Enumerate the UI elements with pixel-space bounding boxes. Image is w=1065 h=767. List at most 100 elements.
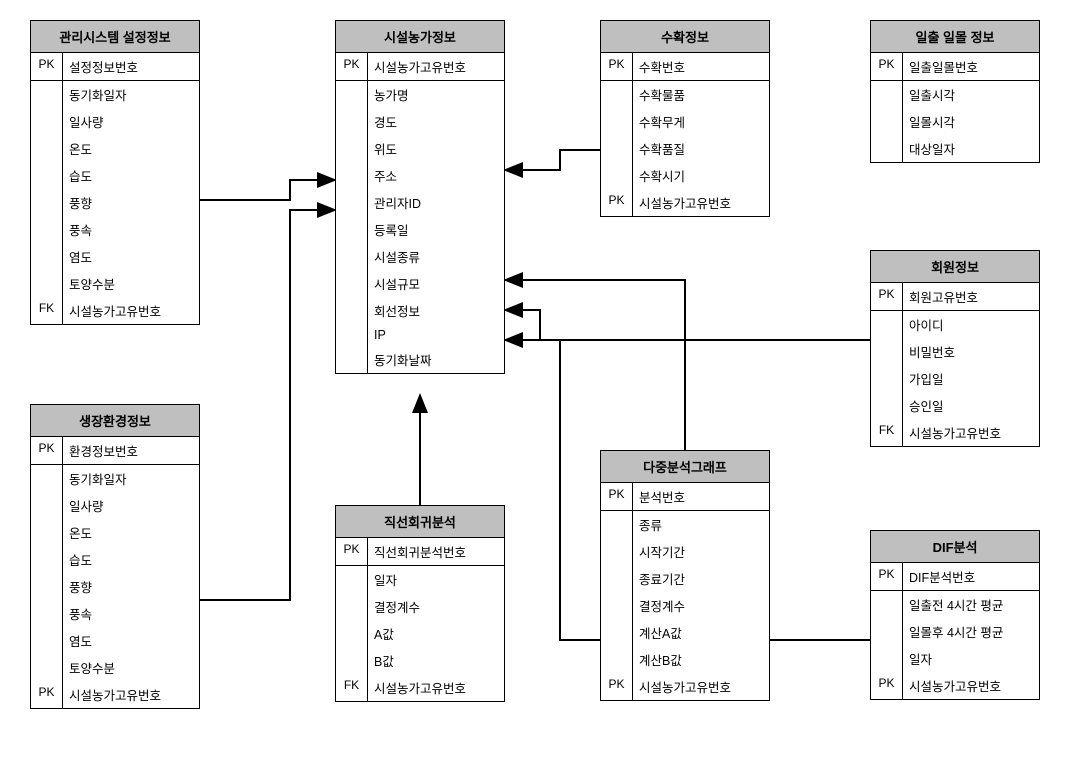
key-cell — [31, 546, 63, 573]
entity-row: 등록일 — [336, 216, 504, 243]
attr-cell: 일몰후 4시간 평균 — [903, 618, 1039, 645]
entity-sun: 일출 일몰 정보PK일출일몰번호일출시각일몰시각대상일자 — [870, 20, 1040, 163]
entity-row: 관리자ID — [336, 189, 504, 216]
entity-row: 토양수분 — [31, 654, 199, 681]
entity-row: IP — [336, 324, 504, 346]
key-cell — [871, 591, 903, 618]
key-cell — [31, 627, 63, 654]
entity-row: 결정계수 — [601, 592, 769, 619]
entity-title: 회원정보 — [871, 251, 1039, 283]
entity-dif: DIF분석PKDIF분석번호일출전 4시간 평균일몰후 4시간 평균일자PK시설… — [870, 530, 1040, 700]
key-cell — [31, 243, 63, 270]
attr-cell: 관리자ID — [368, 189, 504, 216]
key-cell: FK — [871, 419, 903, 446]
entity-linear: 직선회귀분석PK직선회귀분석번호일자결정계수A값B값FK시설농가고유번호 — [335, 505, 505, 702]
entity-row: 종료기간 — [601, 565, 769, 592]
key-cell — [871, 338, 903, 365]
entity-title: 수확정보 — [601, 21, 769, 53]
attr-cell: 동기화일자 — [63, 465, 199, 492]
entity-row: 동기화일자 — [31, 464, 199, 492]
entity-title: 다중분석그래프 — [601, 451, 769, 483]
key-cell — [336, 297, 368, 324]
entity-row: FK시설농가고유번호 — [871, 419, 1039, 446]
attr-cell: 회원고유번호 — [903, 283, 1039, 310]
key-cell — [336, 81, 368, 108]
key-cell — [336, 593, 368, 620]
attr-cell: 수확번호 — [633, 53, 769, 80]
entity-row: PKDIF분석번호 — [871, 563, 1039, 590]
key-cell: PK — [601, 53, 633, 80]
key-cell: PK — [31, 437, 63, 464]
key-cell — [601, 108, 633, 135]
entity-row: 시설종류 — [336, 243, 504, 270]
entity-row: 일자 — [336, 565, 504, 593]
attr-cell: 토양수분 — [63, 654, 199, 681]
connector-mgmt-to-facility — [200, 180, 335, 200]
key-cell — [336, 135, 368, 162]
connector-multi-to-facility — [505, 280, 685, 450]
key-cell — [336, 216, 368, 243]
entity-row: PK시설농가고유번호 — [601, 673, 769, 700]
attr-cell: 염도 — [63, 243, 199, 270]
entity-row: 일출전 4시간 평균 — [871, 590, 1039, 618]
key-cell: PK — [31, 53, 63, 80]
attr-cell: 계산B값 — [633, 646, 769, 673]
entity-row: 일몰후 4시간 평균 — [871, 618, 1039, 645]
attr-cell: 시설농가고유번호 — [368, 53, 504, 80]
attr-cell: 종류 — [633, 511, 769, 538]
entity-row: 결정계수 — [336, 593, 504, 620]
attr-cell: IP — [368, 324, 504, 346]
key-cell: PK — [871, 53, 903, 80]
key-cell: PK — [31, 681, 63, 708]
attr-cell: 시설농가고유번호 — [368, 674, 504, 701]
entity-row: 일사량 — [31, 108, 199, 135]
attr-cell: 시설농가고유번호 — [633, 673, 769, 700]
key-cell — [336, 270, 368, 297]
entity-row: 동기화날짜 — [336, 346, 504, 373]
attr-cell: 일출일몰번호 — [903, 53, 1039, 80]
attr-cell: 결정계수 — [368, 593, 504, 620]
entity-row: 일출시각 — [871, 80, 1039, 108]
attr-cell: 염도 — [63, 627, 199, 654]
entity-harvest: 수확정보PK수확번호수확물품수확무게수확품질수확시기PK시설농가고유번호 — [600, 20, 770, 217]
key-cell — [31, 492, 63, 519]
key-cell: PK — [336, 538, 368, 565]
entity-row: FK시설농가고유번호 — [31, 297, 199, 324]
entity-row: 시설규모 — [336, 270, 504, 297]
attr-cell: 설정정보번호 — [63, 53, 199, 80]
key-cell — [871, 108, 903, 135]
key-cell: PK — [871, 563, 903, 590]
key-cell — [336, 189, 368, 216]
attr-cell: 농가명 — [368, 81, 504, 108]
attr-cell: 풍향 — [63, 573, 199, 600]
attr-cell: B값 — [368, 647, 504, 674]
key-cell — [601, 592, 633, 619]
key-cell: PK — [871, 283, 903, 310]
entity-row: 일사량 — [31, 492, 199, 519]
key-cell — [871, 645, 903, 672]
entity-row: 시작기간 — [601, 538, 769, 565]
key-cell — [871, 311, 903, 338]
attr-cell: 일사량 — [63, 492, 199, 519]
attr-cell: 분석번호 — [633, 483, 769, 510]
attr-cell: 수확품질 — [633, 135, 769, 162]
attr-cell: 시설농가고유번호 — [903, 419, 1039, 446]
key-cell: PK — [601, 673, 633, 700]
key-cell: FK — [336, 674, 368, 701]
key-cell: PK — [601, 189, 633, 216]
entity-row: 풍속 — [31, 216, 199, 243]
entity-row: 풍향 — [31, 189, 199, 216]
entity-row: 염도 — [31, 627, 199, 654]
key-cell — [336, 647, 368, 674]
key-cell — [601, 646, 633, 673]
entity-title: 일출 일몰 정보 — [871, 21, 1039, 53]
attr-cell: A값 — [368, 620, 504, 647]
connector-env-to-facility — [200, 210, 335, 600]
entity-row: 종류 — [601, 510, 769, 538]
key-cell — [31, 135, 63, 162]
entity-title: 관리시스템 설정정보 — [31, 21, 199, 53]
entity-title: 생장환경정보 — [31, 405, 199, 437]
entity-row: PK분석번호 — [601, 483, 769, 510]
attr-cell: 위도 — [368, 135, 504, 162]
attr-cell: 시설농가고유번호 — [903, 672, 1039, 699]
